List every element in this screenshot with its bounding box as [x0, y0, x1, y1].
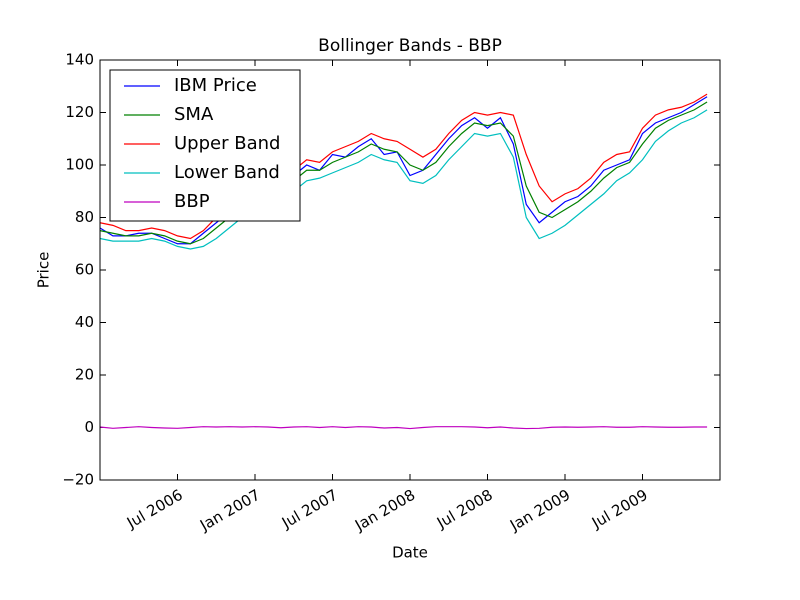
y-tick-label: 140 [65, 51, 94, 69]
legend-label: SMA [174, 104, 214, 125]
plot-frame [99, 59, 721, 481]
y-tick-label: 120 [65, 103, 94, 121]
series-line [99, 426, 708, 430]
series-line [99, 96, 708, 245]
chart-title: Bollinger Bands - BBP [318, 36, 502, 56]
series-line [99, 93, 708, 240]
legend-label: Lower Band [174, 162, 280, 183]
legend-label: Upper Band [174, 133, 280, 154]
series-line [99, 109, 708, 250]
y-tick-label: 60 [75, 261, 94, 279]
x-axis-label: Date [392, 544, 428, 562]
legend-box [109, 69, 301, 222]
y-tick-label: 80 [75, 208, 94, 226]
y-tick-label: 0 [84, 418, 94, 436]
y-tick-label: 100 [65, 156, 94, 174]
series-line [99, 101, 708, 245]
y-tick-label: 40 [75, 313, 94, 331]
legend-label: IBM Price [174, 75, 257, 96]
legend: IBM Price SMA Upper Band Lower Band BBP [109, 69, 301, 222]
y-tick-label: −20 [62, 471, 94, 489]
y-tick-label: 20 [75, 366, 94, 384]
y-axis-label: Price [35, 252, 53, 289]
legend-label: BBP [174, 191, 210, 212]
